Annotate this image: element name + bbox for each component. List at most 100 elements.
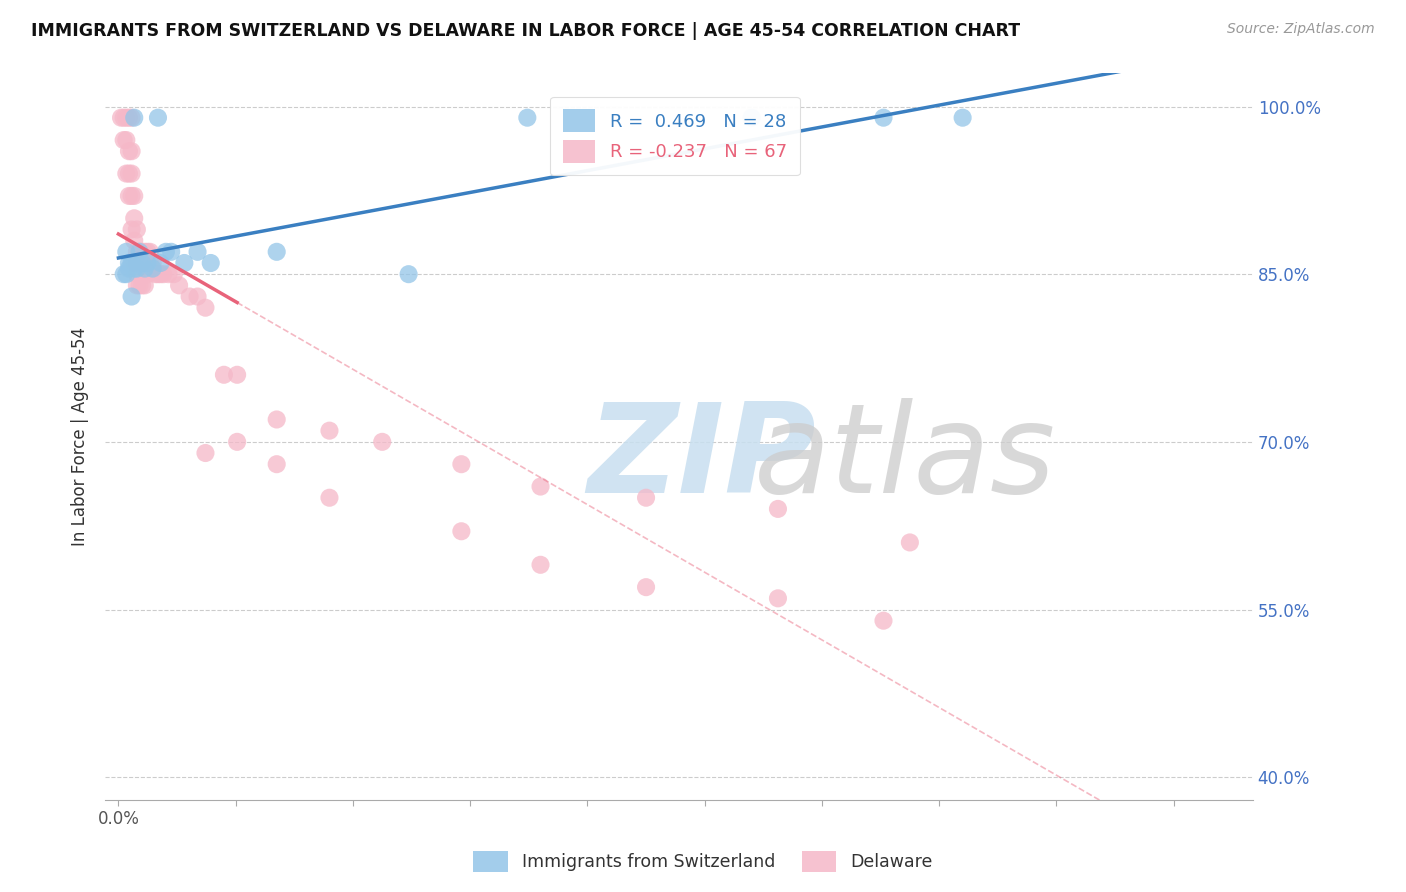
Point bbox=[128, 244, 150, 259]
Point bbox=[142, 256, 165, 270]
Point bbox=[125, 267, 148, 281]
Point bbox=[194, 446, 217, 460]
Point bbox=[152, 267, 174, 281]
Point bbox=[134, 244, 156, 259]
Point bbox=[167, 278, 190, 293]
Point bbox=[266, 244, 288, 259]
Point bbox=[134, 278, 156, 293]
Point bbox=[118, 167, 141, 181]
Point bbox=[131, 256, 153, 270]
Point bbox=[131, 256, 153, 270]
Y-axis label: In Labor Force | Age 45-54: In Labor Force | Age 45-54 bbox=[72, 326, 89, 546]
Point bbox=[121, 189, 143, 203]
Point bbox=[131, 244, 153, 259]
Point bbox=[634, 491, 657, 505]
Point bbox=[121, 222, 143, 236]
Point bbox=[226, 434, 249, 449]
Point bbox=[766, 502, 789, 516]
Point bbox=[122, 261, 145, 276]
Point bbox=[122, 256, 145, 270]
Point bbox=[146, 267, 169, 281]
Point bbox=[118, 261, 141, 276]
Point bbox=[118, 256, 141, 270]
Point bbox=[139, 256, 162, 270]
Point bbox=[952, 111, 974, 125]
Point bbox=[121, 289, 143, 303]
Point bbox=[139, 244, 162, 259]
Point bbox=[128, 256, 150, 270]
Point bbox=[194, 301, 217, 315]
Point bbox=[134, 256, 156, 270]
Point bbox=[634, 580, 657, 594]
Point bbox=[136, 256, 159, 270]
Point bbox=[318, 491, 340, 505]
Point bbox=[136, 244, 159, 259]
Point bbox=[200, 256, 222, 270]
Legend: Immigrants from Switzerland, Delaware: Immigrants from Switzerland, Delaware bbox=[467, 844, 939, 879]
Point bbox=[142, 261, 165, 276]
Point bbox=[110, 111, 132, 125]
Point bbox=[125, 222, 148, 236]
Text: Source: ZipAtlas.com: Source: ZipAtlas.com bbox=[1227, 22, 1375, 37]
Point bbox=[146, 111, 169, 125]
Point bbox=[450, 524, 472, 539]
Point bbox=[112, 133, 135, 147]
Point bbox=[118, 111, 141, 125]
Point bbox=[112, 267, 135, 281]
Text: IMMIGRANTS FROM SWITZERLAND VS DELAWARE IN LABOR FORCE | AGE 45-54 CORRELATION C: IMMIGRANTS FROM SWITZERLAND VS DELAWARE … bbox=[31, 22, 1021, 40]
Point bbox=[122, 189, 145, 203]
Point bbox=[226, 368, 249, 382]
Point bbox=[121, 167, 143, 181]
Point bbox=[155, 244, 177, 259]
Point bbox=[131, 278, 153, 293]
Point bbox=[121, 111, 143, 125]
Point bbox=[529, 558, 551, 572]
Point bbox=[898, 535, 921, 549]
Point bbox=[516, 111, 538, 125]
Point bbox=[134, 261, 156, 276]
Point bbox=[136, 267, 159, 281]
Point bbox=[125, 244, 148, 259]
Point bbox=[318, 424, 340, 438]
Point bbox=[121, 145, 143, 159]
Point bbox=[115, 167, 138, 181]
Point bbox=[122, 211, 145, 226]
Point bbox=[187, 244, 209, 259]
Point bbox=[872, 614, 894, 628]
Point bbox=[187, 289, 209, 303]
Point bbox=[179, 289, 201, 303]
Point bbox=[125, 278, 148, 293]
Point bbox=[115, 244, 138, 259]
Point bbox=[212, 368, 235, 382]
Point bbox=[112, 111, 135, 125]
Point bbox=[115, 133, 138, 147]
Point bbox=[450, 457, 472, 471]
Point bbox=[128, 244, 150, 259]
Text: ZIP: ZIP bbox=[588, 398, 815, 518]
Point bbox=[122, 234, 145, 248]
Point bbox=[128, 278, 150, 293]
Point bbox=[121, 256, 143, 270]
Point bbox=[118, 189, 141, 203]
Point bbox=[125, 256, 148, 270]
Point bbox=[149, 256, 172, 270]
Point bbox=[157, 267, 180, 281]
Point bbox=[398, 267, 420, 281]
Legend: R =  0.469   N = 28, R = -0.237   N = 67: R = 0.469 N = 28, R = -0.237 N = 67 bbox=[550, 96, 800, 176]
Point bbox=[872, 111, 894, 125]
Point bbox=[766, 591, 789, 606]
Text: atlas: atlas bbox=[754, 398, 1056, 518]
Point bbox=[125, 261, 148, 276]
Point bbox=[115, 111, 138, 125]
Point bbox=[163, 267, 186, 281]
Point bbox=[266, 412, 288, 426]
Point bbox=[371, 434, 394, 449]
Point bbox=[266, 457, 288, 471]
Point bbox=[115, 267, 138, 281]
Point bbox=[149, 267, 172, 281]
Point bbox=[143, 267, 166, 281]
Point bbox=[122, 111, 145, 125]
Point bbox=[118, 145, 141, 159]
Point bbox=[173, 256, 195, 270]
Point bbox=[741, 111, 763, 125]
